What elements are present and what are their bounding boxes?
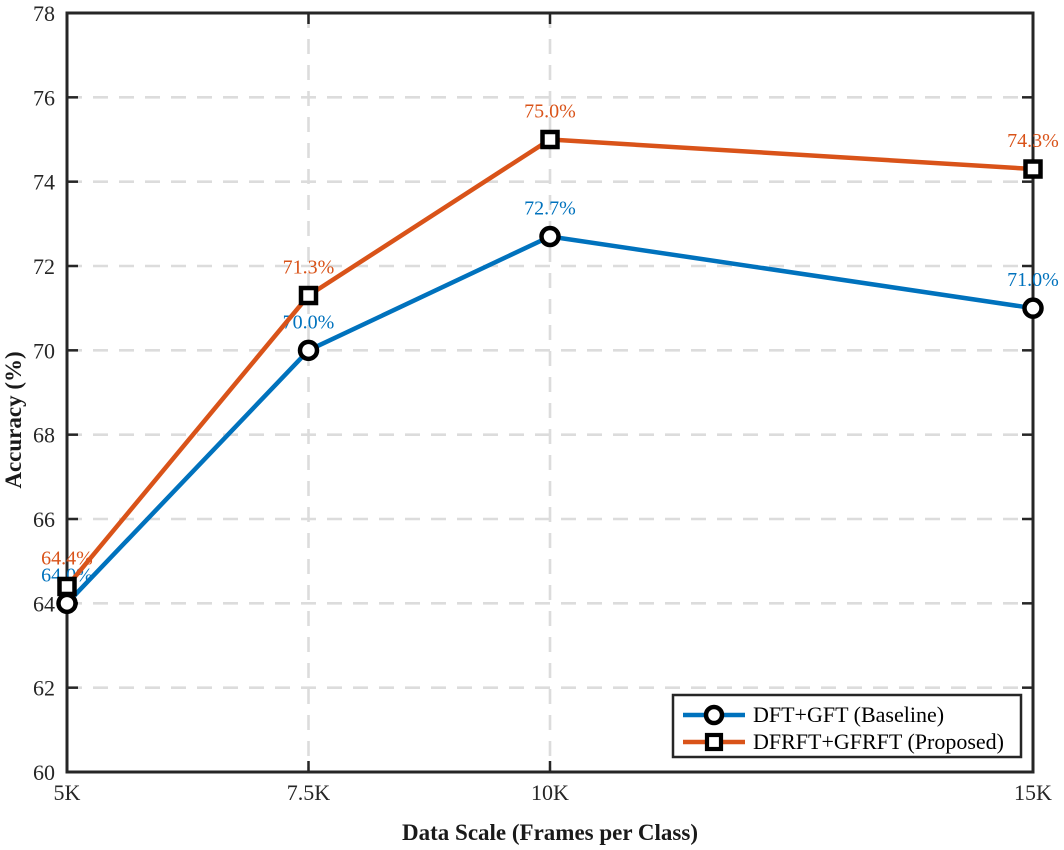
- x-tick-label: 5K: [54, 780, 81, 805]
- data-point-label: 75.0%: [524, 101, 576, 123]
- y-tick-label: 60: [33, 760, 55, 785]
- square-marker: [1023, 159, 1043, 179]
- y-tick-label: 64: [33, 591, 55, 616]
- data-point-label: 71.0%: [1007, 269, 1059, 291]
- series-point-labels-1: 64.4% 71.3% 75.0% 74.3%: [41, 101, 1059, 570]
- x-tick-label: 10K: [531, 780, 569, 805]
- legend-entry-label: DFRFT+GFRFT (Proposed): [753, 729, 1004, 754]
- legend-circle-marker: [703, 704, 725, 726]
- data-point-label: 72.7%: [524, 197, 576, 219]
- circle-marker: [56, 592, 78, 615]
- circle-marker: [539, 225, 561, 248]
- x-axis-label: Data Scale (Frames per Class): [402, 820, 698, 845]
- y-axis-label: Accuracy (%): [1, 351, 26, 489]
- square-marker: [540, 129, 560, 150]
- series-markers-0: [56, 225, 1044, 615]
- square-marker: [57, 576, 77, 597]
- y-tick-label: 68: [33, 423, 55, 448]
- data-point-label: 70.0%: [283, 311, 335, 333]
- data-point-label: 74.3%: [1007, 130, 1059, 152]
- tick-labels: 60 62 64 66 68 70 72 74 76 78 5K 7.5K 10K 15K: [33, 1, 1052, 805]
- y-tick-label: 78: [33, 1, 55, 26]
- series-line-1: [65, 137, 1034, 588]
- legend-box: [671, 693, 1023, 759]
- y-tick-label: 70: [33, 338, 55, 363]
- legend-square-marker: [704, 732, 724, 752]
- circle-marker: [1022, 297, 1044, 319]
- circle-marker: [297, 339, 320, 362]
- legend: DFT+GFT (Baseline)DFRFT+GFRFT (Proposed): [671, 693, 1023, 759]
- series-markers-1: [57, 129, 1043, 597]
- y-tick-label: 72: [33, 254, 55, 279]
- y-tick-label: 62: [33, 676, 55, 701]
- series-line-0: [65, 234, 1034, 605]
- data-point-label: 71.3%: [283, 257, 335, 279]
- x-tick-label: 7.5K: [287, 780, 331, 805]
- square-marker: [298, 285, 319, 306]
- y-tick-label: 66: [33, 507, 55, 532]
- x-tick-label: 15K: [1014, 780, 1052, 805]
- y-tick-label: 76: [33, 85, 55, 110]
- data-point-label: 64.4%: [41, 547, 93, 569]
- axis-ticks: [65, 11, 1035, 774]
- legend-entry-label: DFT+GFT (Baseline): [753, 702, 944, 727]
- grid-lines: [67, 13, 1033, 772]
- y-tick-label: 74: [33, 170, 55, 195]
